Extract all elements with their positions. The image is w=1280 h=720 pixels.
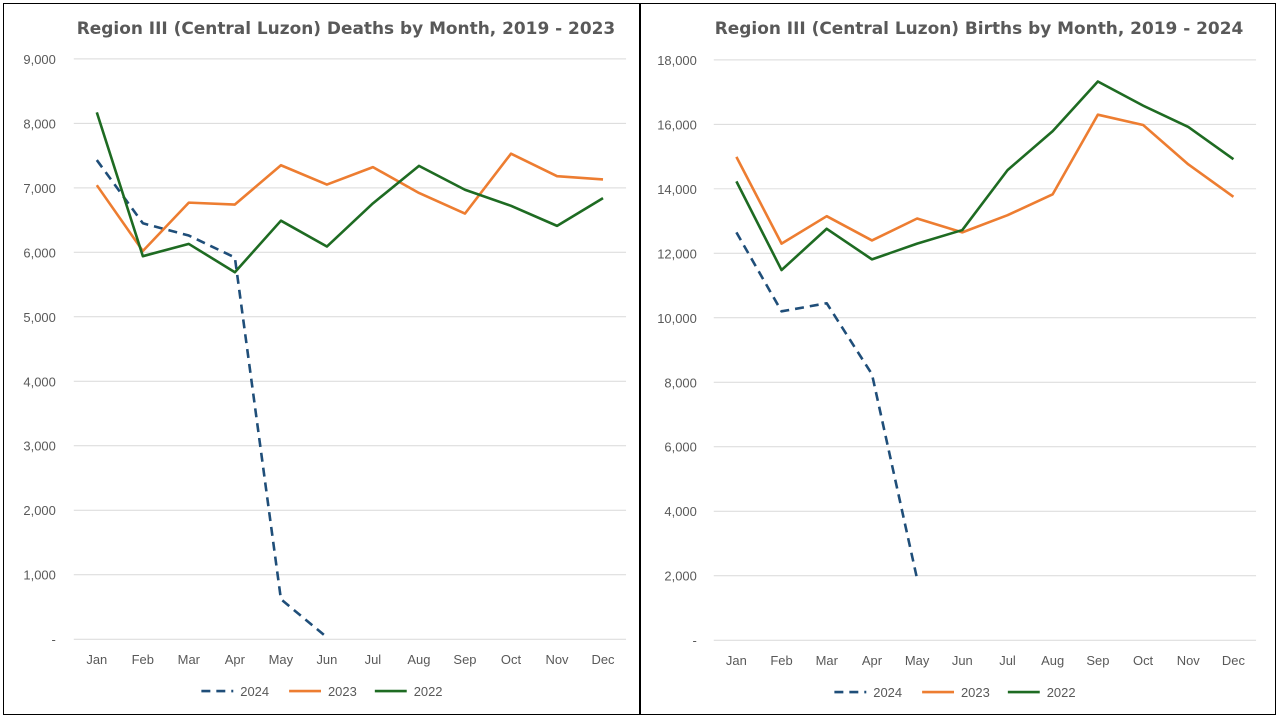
- y-tick-label: 4,000: [23, 374, 55, 389]
- deaths-chart: Region III (Central Luzon) Deaths by Mon…: [23, 18, 627, 699]
- x-tick-label: Mar: [178, 652, 201, 667]
- chart-title: Region III (Central Luzon) Deaths by Mon…: [77, 18, 615, 38]
- y-tick-label: 14,000: [657, 182, 697, 197]
- legend-item-2022: 2022: [374, 684, 443, 699]
- series-line-2022: [735, 80, 1235, 272]
- y-tick-label: 9,000: [23, 52, 55, 67]
- x-tick-label: Nov: [1177, 653, 1201, 668]
- x-tick-label: Aug: [1041, 653, 1064, 668]
- y-tick-label: -: [692, 633, 696, 648]
- x-tick-label: Aug: [407, 652, 430, 667]
- y-tick-label: 7,000: [23, 181, 55, 196]
- legend-item-2023: 2023: [289, 684, 357, 699]
- x-tick-label: Jan: [86, 652, 107, 667]
- y-tick-label: 6,000: [23, 245, 55, 260]
- y-tick-label: 5,000: [23, 310, 55, 325]
- x-tick-label: Apr: [862, 653, 883, 668]
- legend-item-2024: 2024: [834, 685, 902, 700]
- series-line-2024: [95, 159, 328, 639]
- legend-label: 2022: [1047, 685, 1076, 700]
- y-tick-label: 16,000: [657, 117, 697, 132]
- y-tick-label: 8,000: [664, 375, 696, 390]
- y-tick-label: 18,000: [657, 53, 697, 68]
- chart-title: Region III (Central Luzon) Births by Mon…: [715, 18, 1244, 38]
- y-tick-label: 2,000: [664, 569, 696, 584]
- legend-item-2022: 2022: [1007, 685, 1076, 700]
- x-tick-label: Jun: [952, 653, 973, 668]
- y-tick-label: 8,000: [23, 116, 55, 131]
- x-tick-label: Oct: [1133, 653, 1154, 668]
- x-tick-label: Jan: [726, 653, 747, 668]
- legend-item-2024: 2024: [201, 684, 269, 699]
- x-tick-label: May: [269, 652, 294, 667]
- legend-label: 2024: [240, 684, 269, 699]
- legend-item-2023: 2023: [922, 685, 990, 700]
- legend-label: 2023: [328, 684, 357, 699]
- x-tick-label: Apr: [225, 652, 246, 667]
- births-chart-panel: Region III (Central Luzon) Births by Mon…: [640, 3, 1276, 715]
- y-tick-label: 12,000: [657, 246, 697, 261]
- series-line-2023: [95, 152, 604, 253]
- series-line-2023: [735, 113, 1235, 245]
- deaths-chart-panel: Region III (Central Luzon) Deaths by Mon…: [3, 3, 640, 715]
- x-tick-label: Feb: [132, 652, 154, 667]
- x-tick-label: Feb: [770, 653, 792, 668]
- x-tick-label: Jun: [316, 652, 337, 667]
- x-tick-label: Dec: [1222, 653, 1246, 668]
- x-tick-label: Oct: [501, 652, 522, 667]
- births-chart: Region III (Central Luzon) Births by Mon…: [657, 18, 1257, 700]
- y-tick-label: 10,000: [657, 311, 697, 326]
- y-tick-label: 2,000: [23, 503, 55, 518]
- y-tick-label: 6,000: [664, 440, 696, 455]
- x-tick-label: Jul: [365, 652, 382, 667]
- y-tick-label: 4,000: [664, 504, 696, 519]
- legend-label: 2023: [961, 685, 990, 700]
- legend-label: 2022: [414, 684, 443, 699]
- y-tick-label: 1,000: [23, 568, 55, 583]
- x-tick-label: Dec: [592, 652, 616, 667]
- y-tick-label: -: [52, 632, 56, 647]
- series-line-2022: [95, 111, 604, 274]
- x-tick-label: Jul: [999, 653, 1016, 668]
- x-tick-label: Mar: [816, 653, 839, 668]
- x-tick-label: Sep: [453, 652, 476, 667]
- y-tick-label: 3,000: [23, 439, 55, 454]
- x-tick-label: May: [905, 653, 930, 668]
- series-line-2024: [735, 231, 919, 580]
- x-tick-label: Sep: [1086, 653, 1109, 668]
- x-tick-label: Nov: [545, 652, 569, 667]
- legend-label: 2024: [873, 685, 902, 700]
